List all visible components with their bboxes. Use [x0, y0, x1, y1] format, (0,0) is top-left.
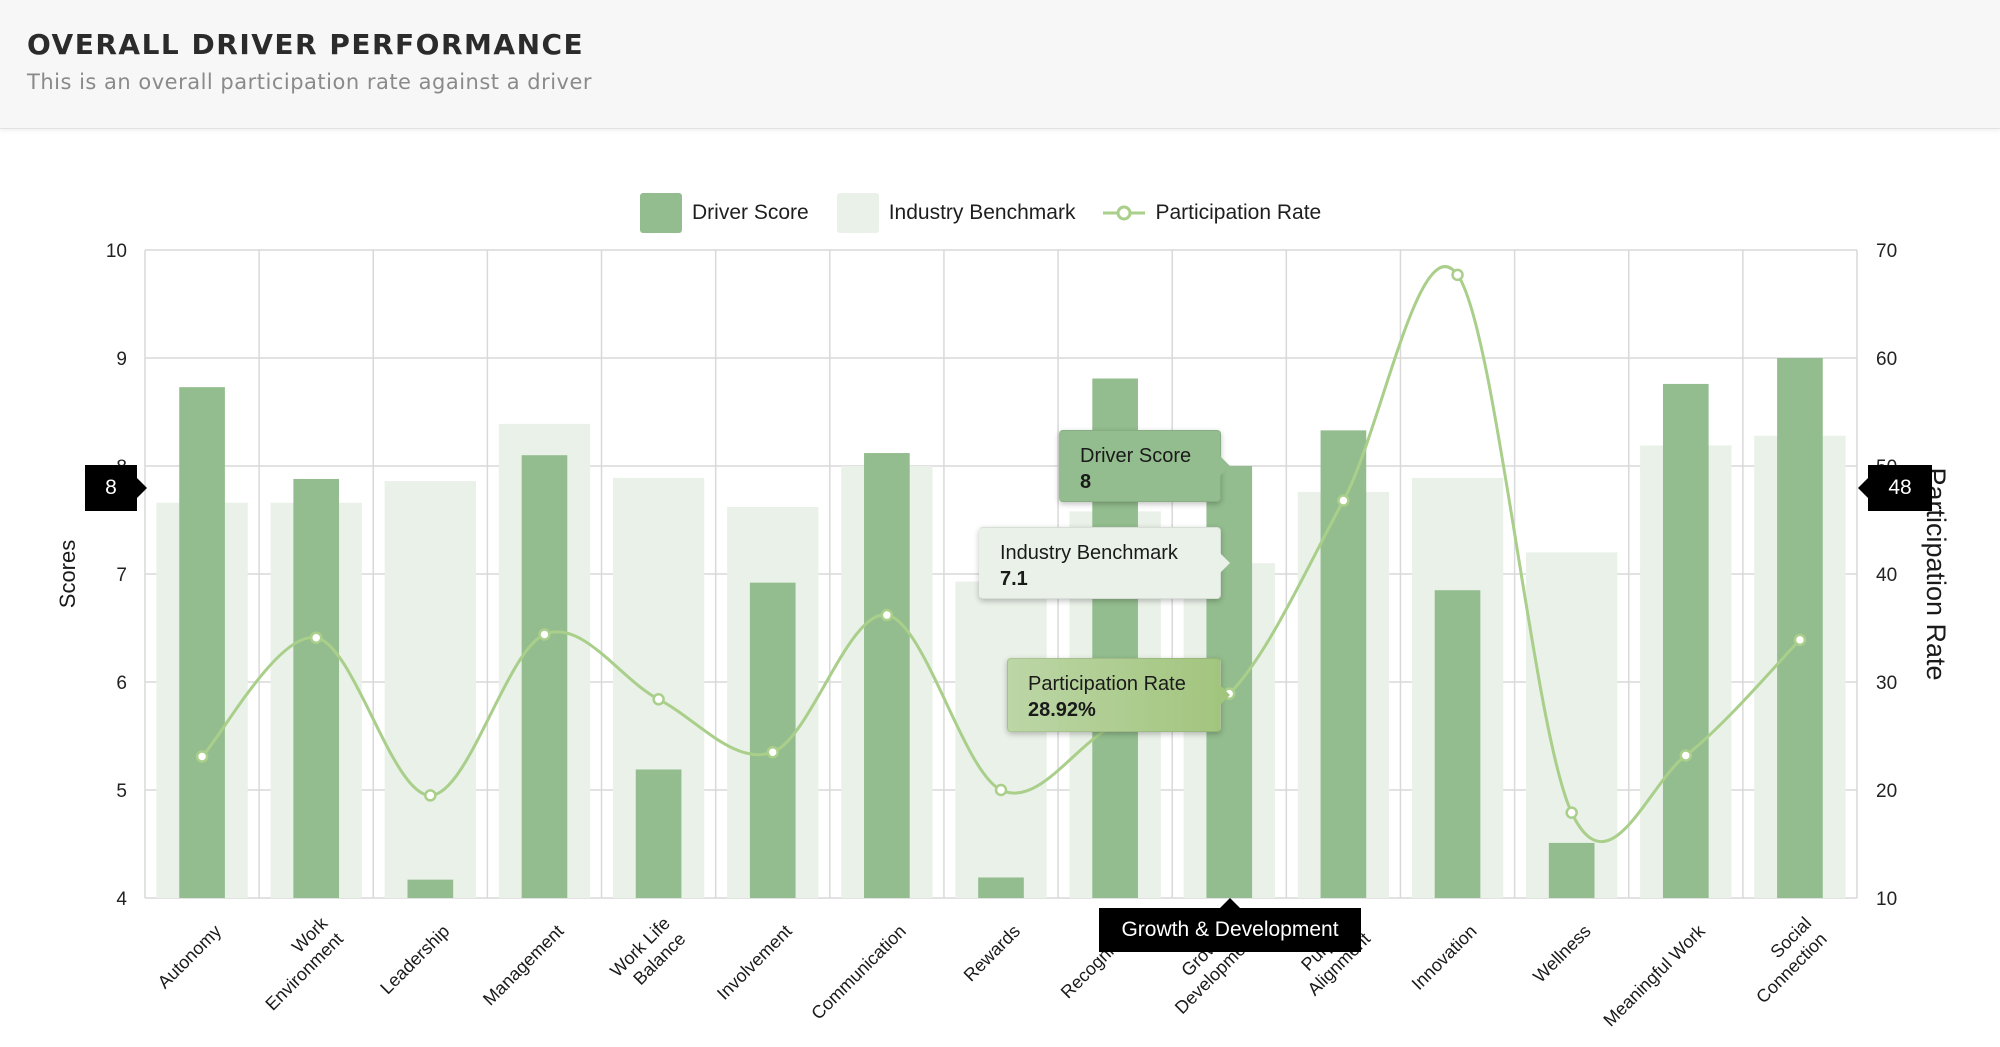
legend-item-participation-rate[interactable]: Participation Rate	[1103, 193, 1321, 233]
x-tick-label: Meaningful Work	[1599, 920, 1709, 1030]
driver-score-bar	[1320, 430, 1367, 898]
x-tick-label-line: Leadership	[376, 921, 453, 998]
tooltip-industry-benchmark: Industry Benchmark 7.1	[979, 527, 1230, 599]
page-title: OVERALL DRIVER PERFORMANCE	[27, 28, 585, 61]
tooltip-driver-score-value: 8	[1080, 471, 1092, 493]
driver-score-bar	[407, 879, 454, 898]
legend-item-driver-score[interactable]: Driver Score	[640, 193, 809, 233]
y2-tick-label: 70	[1876, 241, 1897, 262]
participation-rate-point	[880, 608, 894, 622]
x-tick-label: Leadership	[376, 921, 453, 998]
driver-score-bar	[1662, 383, 1709, 898]
participation-rate-point	[1565, 806, 1578, 819]
legend-label-participation-rate: Participation Rate	[1155, 201, 1322, 224]
legend-swatch-participation-rate	[1103, 205, 1146, 221]
y2-tick-label: 30	[1876, 673, 1897, 694]
participation-rate-point	[652, 693, 665, 706]
participation-rate-point	[1337, 494, 1350, 507]
x-tick-label: Communication	[807, 921, 910, 1024]
driver-score-bar	[1548, 842, 1595, 898]
y-tick-label: 5	[116, 781, 127, 802]
tooltip-driver-score: Driver Score 8	[1059, 430, 1230, 502]
x-tick-label-line: Rewards	[960, 921, 1024, 985]
tooltip-benchmark-value: 7.1	[1000, 568, 1028, 590]
participation-rate-point	[538, 628, 551, 641]
x-tick-label-line: Management	[479, 921, 567, 1009]
x-tick-label: Involvement	[713, 921, 796, 1004]
x-tick-label-line: Meaningful Work	[1599, 920, 1709, 1030]
x-tick-label: Autonomy	[154, 921, 225, 992]
tooltip-benchmark-label: Industry Benchmark	[1000, 542, 1178, 564]
tooltip-driver-score-label: Driver Score	[1080, 445, 1192, 467]
x-tick-label-line: Wellness	[1529, 921, 1595, 987]
left-axis-crosshair-marker: 8	[85, 465, 147, 511]
benchmark-bar	[384, 481, 476, 898]
legend-swatch-driver-score	[640, 193, 682, 233]
x-tick-label: Innovation	[1408, 921, 1481, 994]
category-crosshair-label: Growth & Development	[1099, 898, 1361, 952]
driver-score-bar	[179, 387, 225, 898]
y-axis-title: Scores	[55, 540, 80, 608]
y2-tick-label: 20	[1876, 781, 1897, 802]
participation-rate-point	[309, 631, 323, 644]
driver-score-bar	[521, 455, 568, 898]
header: OVERALL DRIVER PERFORMANCE This is an ov…	[0, 0, 2000, 129]
y2-tick-label: 10	[1876, 889, 1897, 910]
chart-legend: Driver Score Industry Benchmark Particip…	[640, 193, 1349, 233]
participation-rate-point	[1679, 749, 1693, 762]
driver-score-bar	[1434, 590, 1481, 898]
legend-label-driver-score: Driver Score	[692, 201, 809, 224]
participation-rate-point	[994, 783, 1008, 797]
x-tick-label: Management	[479, 921, 567, 1009]
y-tick-label: 7	[116, 565, 127, 586]
y-tick-label: 10	[106, 241, 127, 262]
x-tick-label-line: Autonomy	[154, 921, 225, 992]
y-tick-label: 6	[116, 673, 127, 694]
driver-score-bar	[978, 877, 1024, 898]
tooltip-participation-rate: Participation Rate 28.92%	[1007, 658, 1230, 732]
participation-rate-line	[200, 265, 1801, 844]
driver-score-bar	[635, 769, 682, 898]
tooltip-participation-label: Participation Rate	[1028, 673, 1186, 695]
x-tick-label: Wellness	[1529, 921, 1595, 987]
tooltip-participation-value: 28.92%	[1028, 699, 1096, 721]
driver-score-bar	[864, 453, 910, 898]
legend-label-industry-benchmark: Industry Benchmark	[888, 201, 1076, 224]
y-tick-label: 9	[116, 349, 127, 370]
y2-tick-label: 40	[1876, 565, 1897, 586]
y-tick-label: 4	[116, 889, 127, 910]
driver-score-bar	[1777, 358, 1823, 898]
y2-tick-label: 60	[1876, 349, 1897, 370]
participation-rate-point	[1451, 268, 1464, 282]
x-tick-label: Rewards	[960, 921, 1024, 985]
participation-rate-point	[1793, 633, 1807, 647]
benchmark-bar	[955, 581, 1047, 898]
legend-swatch-industry-benchmark	[836, 193, 879, 233]
page-subtitle: This is an overall participation rate ag…	[27, 70, 593, 94]
participation-rate-point	[766, 745, 779, 759]
participation-rate-point	[424, 789, 437, 802]
participation-rate-point	[195, 750, 209, 763]
driver-score-bar	[293, 478, 340, 898]
x-tick-label-line: Innovation	[1408, 921, 1481, 994]
x-tick-label-line: Communication	[807, 921, 910, 1024]
right-axis-crosshair-marker: 48	[1858, 465, 1932, 511]
legend-item-industry-benchmark[interactable]: Industry Benchmark	[836, 193, 1076, 233]
x-tick-label-line: Involvement	[713, 921, 796, 1004]
